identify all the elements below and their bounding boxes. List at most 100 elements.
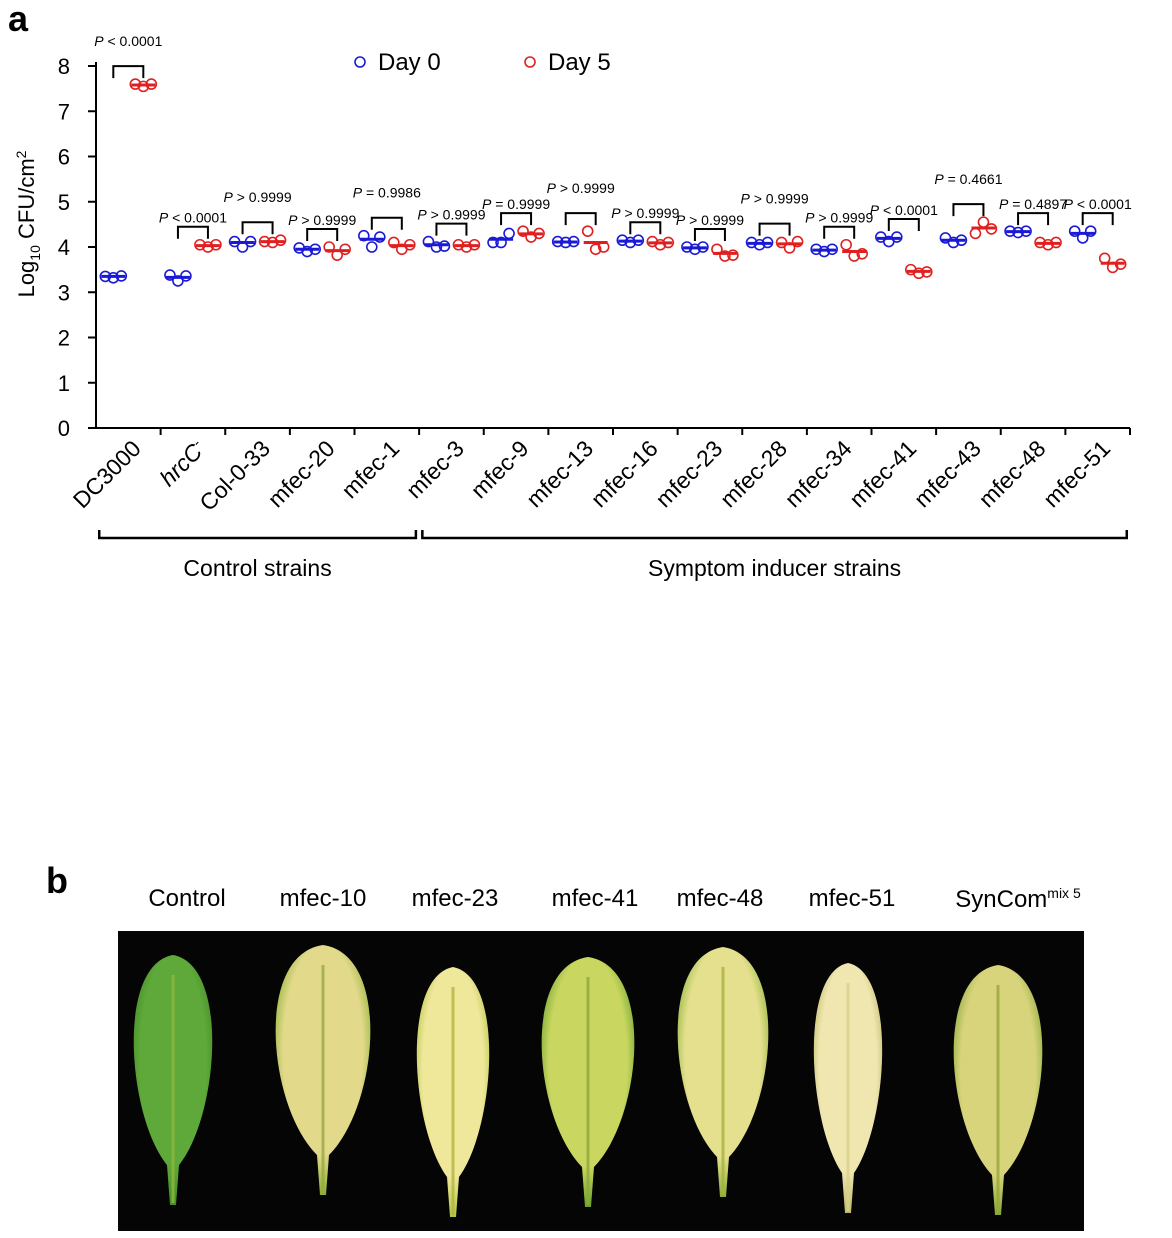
- p-value-label: P > 0.9999: [417, 207, 485, 223]
- significance-bracket: [952, 203, 985, 217]
- day5-point: [856, 247, 868, 260]
- day0-point: [495, 236, 507, 249]
- p-value-label: P < 0.0001: [870, 202, 938, 218]
- y-tick-label: 3: [58, 280, 70, 305]
- day0-point: [1084, 225, 1097, 237]
- day0-point: [947, 236, 960, 249]
- significance-bracket: [435, 222, 468, 236]
- x-tick-label: mfec-51: [1038, 435, 1115, 512]
- leaf-label: mfec-41: [551, 885, 639, 912]
- legend: Day 0 Day 5: [354, 49, 611, 76]
- day5-point: [517, 225, 529, 237]
- day5-point: [791, 235, 804, 248]
- day5-point: [969, 227, 982, 240]
- day0-point: [487, 236, 499, 249]
- y-tick-label: 1: [58, 371, 70, 396]
- x-tick-label: mfec-20: [263, 435, 340, 512]
- day5-point: [719, 250, 731, 262]
- legend-label: Day 0: [378, 49, 441, 76]
- y-tick-label: 6: [58, 145, 70, 170]
- panel-b-label: b: [46, 860, 68, 901]
- p-value-label: P = 0.9986: [353, 185, 421, 201]
- legend-marker: [524, 56, 536, 68]
- y-tick-label: 0: [58, 416, 70, 441]
- p-value-label: P = 0.4897: [999, 196, 1067, 212]
- x-tick-label: mfec-43: [909, 435, 986, 512]
- x-tick-label: mfec-34: [780, 435, 857, 512]
- leaf-label: Control: [148, 885, 226, 912]
- significance-bracket: [241, 221, 274, 235]
- p-value-label: P > 0.9999: [288, 212, 356, 228]
- p-value-label: P > 0.9999: [547, 180, 615, 196]
- significance-bracket: [500, 212, 533, 226]
- day0-point: [422, 235, 435, 248]
- significance-bracket: [758, 222, 791, 236]
- y-tick-label: 8: [58, 54, 70, 79]
- y-tick-label: 2: [58, 326, 70, 351]
- day5-point: [388, 236, 400, 249]
- legend-label: Day 5: [548, 49, 611, 76]
- p-value-label: P > 0.9999: [805, 210, 873, 226]
- significance-bracket: [176, 225, 209, 239]
- significance-bracket: [887, 218, 920, 232]
- day0-point: [430, 241, 443, 253]
- x-tick-label: hrcC-: [154, 435, 210, 491]
- day5-point: [913, 267, 925, 280]
- p-value-label: P < 0.0001: [1064, 196, 1132, 212]
- group-label: Symptom inducer strains: [648, 555, 901, 581]
- leaf-label: mfec-10: [279, 885, 367, 912]
- p-value-label: P > 0.9999: [224, 189, 292, 205]
- leaf-photo: [118, 931, 1084, 1231]
- y-tick-label: 5: [58, 190, 70, 215]
- leaf-label: mfec-48: [676, 885, 764, 912]
- significance-bracket: [306, 228, 339, 241]
- day5-point: [840, 238, 852, 251]
- x-tick-label: mfec-16: [586, 435, 663, 512]
- chart-panel-a: 0 1 2 3 4 5 6 7 8 Day 0 Day 5 P < 0.0001 P < 0.000…: [13, 33, 1132, 581]
- axes: [95, 62, 1131, 435]
- x-tick-label: mfec-3: [401, 435, 469, 503]
- day5-point: [654, 238, 667, 251]
- significance-bracket: [693, 228, 726, 241]
- day0-point: [366, 241, 378, 253]
- day0-point: [374, 231, 386, 243]
- x-tick-label: mfec-23: [650, 435, 727, 512]
- leaf-label: mfec-51: [808, 885, 896, 912]
- group-brackets: Control strains Symptom inducer strains: [97, 530, 1129, 581]
- panel-a-label: a: [8, 0, 29, 39]
- day0-point: [503, 227, 515, 240]
- group-bracket: [421, 530, 1129, 540]
- p-value-label: P = 0.4661: [934, 171, 1002, 187]
- group-bracket: [97, 530, 418, 540]
- day0-point: [301, 245, 313, 258]
- x-tick-label: DC3000: [68, 435, 146, 513]
- day0-point: [1068, 225, 1081, 237]
- x-tick-label: mfec-41: [844, 435, 921, 512]
- significance-bracket: [823, 225, 856, 239]
- significance-bracket: [1017, 212, 1050, 226]
- legend-marker: [354, 56, 366, 68]
- y-tick-label: 7: [58, 99, 70, 124]
- x-tick-label: mfec-13: [521, 435, 598, 512]
- leaf-label: mfec-23: [411, 885, 499, 912]
- p-value-label: P = 0.9999: [482, 196, 550, 212]
- significance-bracket: [629, 221, 662, 235]
- significance-bracket: [370, 216, 403, 230]
- y-axis-label: Log10 CFU/cm2: [13, 150, 43, 297]
- y-tick-label: 4: [58, 235, 70, 260]
- day5-point: [581, 225, 594, 237]
- x-tick-label: Col-0-33: [194, 435, 275, 516]
- leaf-label: SynCommix 5: [955, 885, 1081, 913]
- y-ticks: 0 1 2 3 4 5 6 7 8: [58, 54, 96, 441]
- p-value-label: P > 0.9999: [676, 212, 744, 228]
- significance-bracket: [112, 65, 145, 79]
- day5-point: [589, 243, 602, 256]
- day0-point: [164, 269, 176, 281]
- p-value-label: P > 0.9999: [611, 205, 679, 221]
- p-value-label: P < 0.0001: [94, 33, 162, 49]
- x-tick-label: mfec-1: [336, 435, 404, 503]
- day5-point: [727, 249, 739, 261]
- p-value-label: P < 0.0001: [159, 210, 227, 226]
